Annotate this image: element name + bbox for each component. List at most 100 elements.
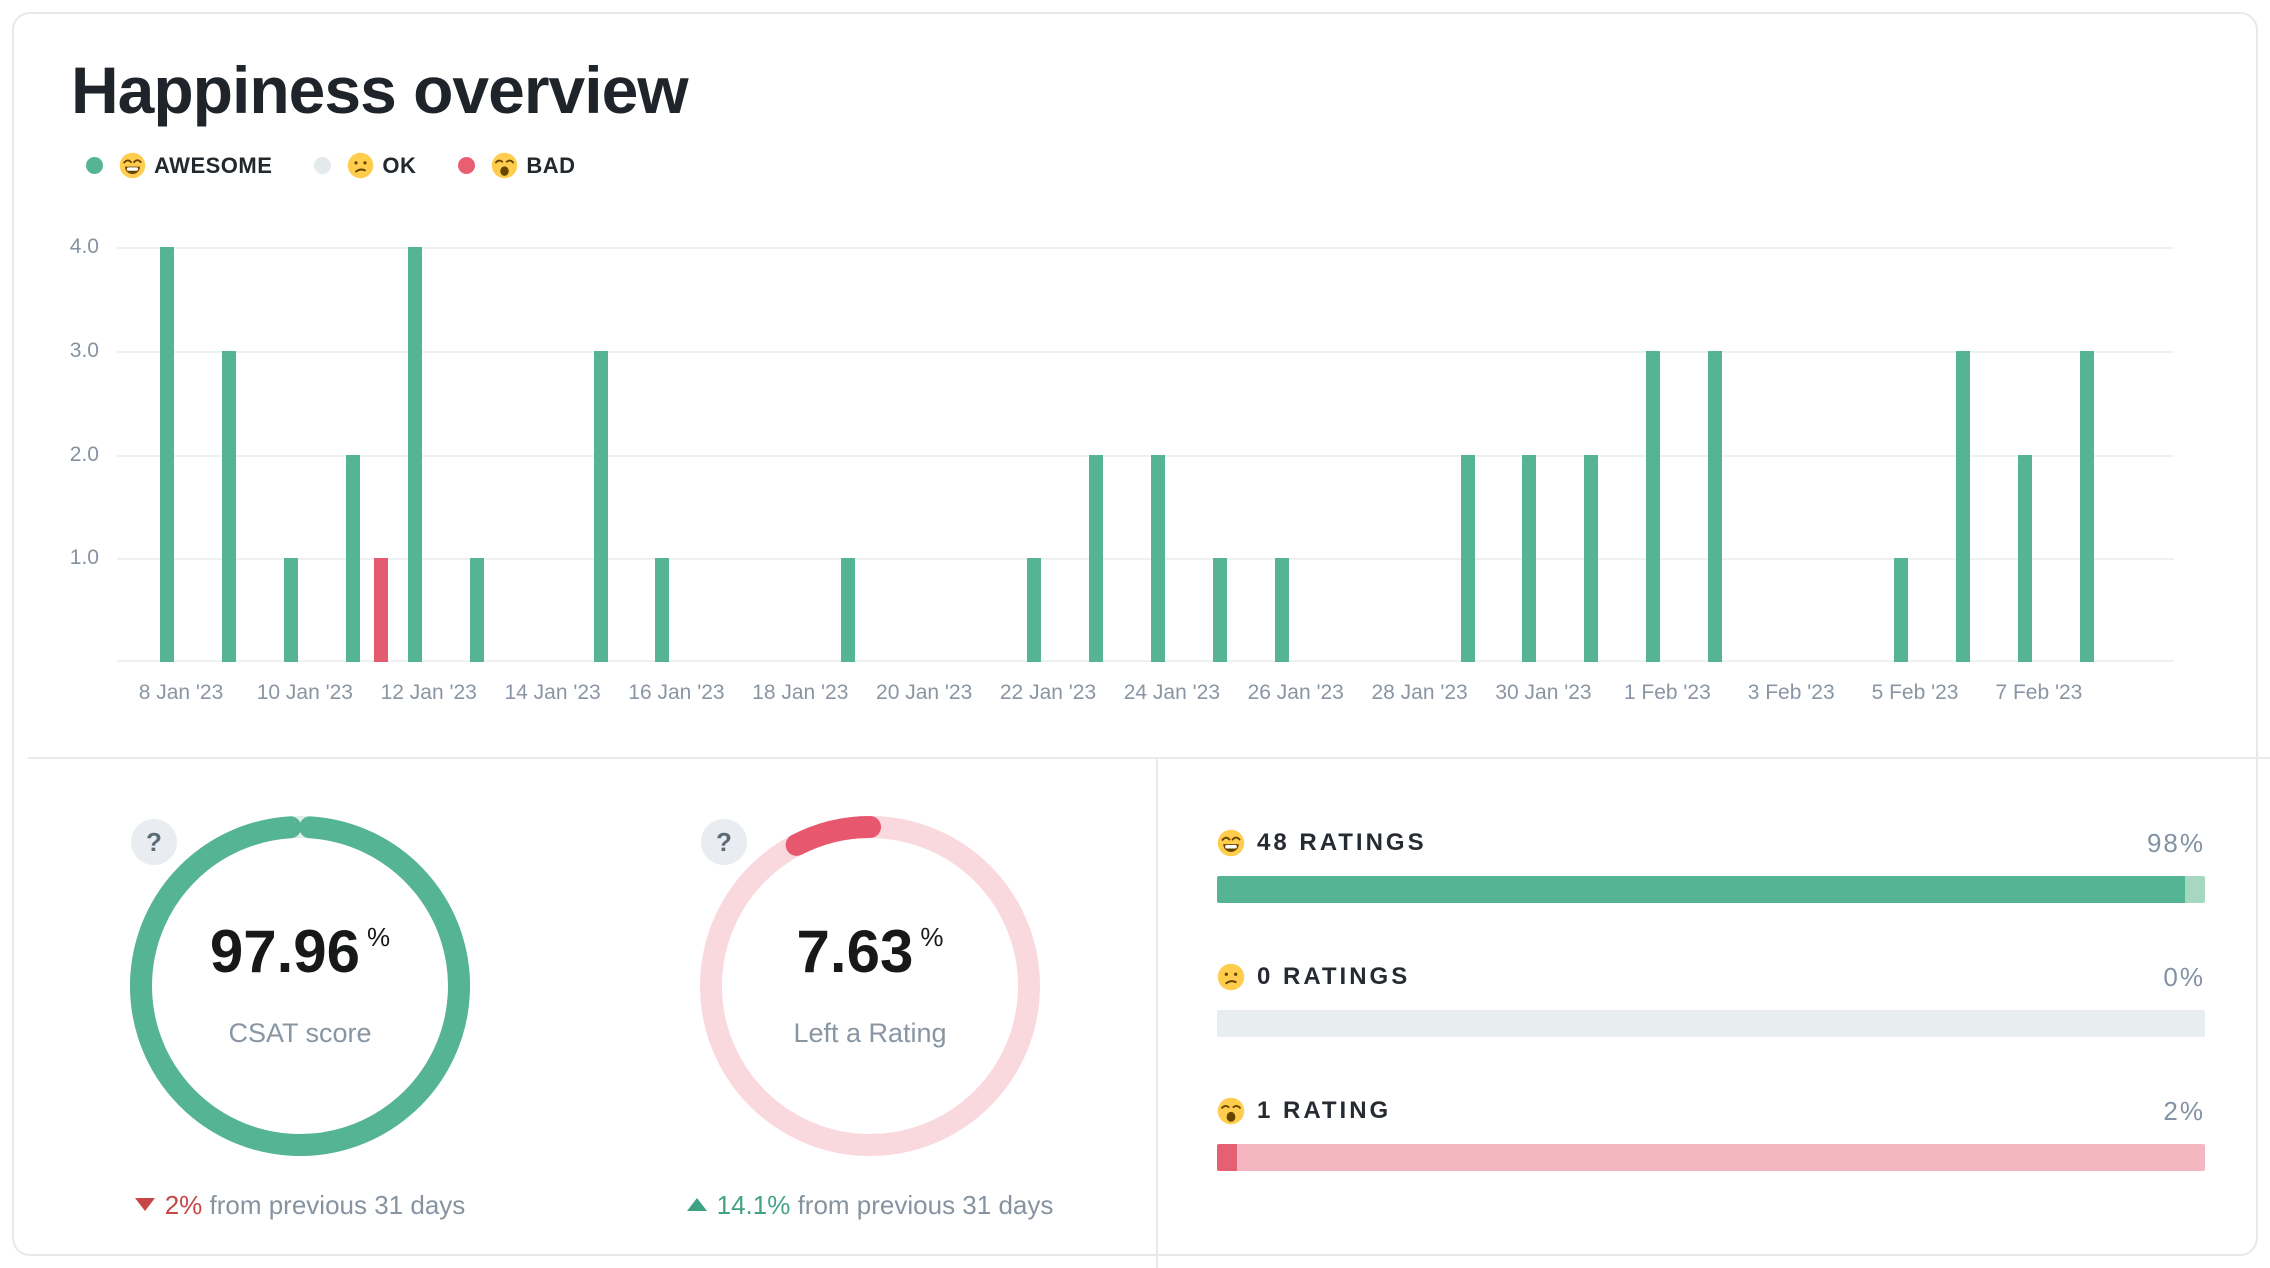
x-axis-tick-22-jan-23: 22 Jan '23 <box>999 681 1097 704</box>
ok-progress-bar <box>1217 1010 2205 1037</box>
csat-label: CSAT score <box>228 1018 372 1048</box>
bar-awesome-30-jan-23[interactable] <box>1522 454 1537 662</box>
bar-awesome-23-jan-23[interactable] <box>1088 454 1103 662</box>
bar-awesome-19-jan-23[interactable] <box>841 558 856 662</box>
bar-awesome-22-jan-23[interactable] <box>1027 558 1042 662</box>
ratings-row-awesome: 48 RATINGS 98% <box>1217 826 2205 903</box>
x-axis-tick-18-jan-23: 18 Jan '23 <box>752 681 849 704</box>
bar-awesome-31-jan-23[interactable] <box>1584 454 1599 662</box>
ok-dot-icon <box>314 157 332 174</box>
x-axis-tick-8-jan-23: 8 Jan '23 <box>138 681 224 704</box>
x-axis-tick-14-jan-23: 14 Jan '23 <box>504 681 601 704</box>
gridline-4.0 <box>117 247 2174 249</box>
csat-donut-chart <box>130 816 470 1156</box>
ratings-row-head: 1 RATING 2% <box>1217 1094 2205 1128</box>
happiness-overview-card: Happiness overview AWESOME OK BAD 1.0 2.0… <box>12 12 2270 1268</box>
left-rating-percent-sign: % <box>920 922 944 952</box>
bar-awesome-12-jan-23[interactable] <box>407 247 422 662</box>
x-axis-tick-20-jan-23: 20 Jan '23 <box>876 681 973 704</box>
ok-count-label: 0 RATINGS <box>1257 963 1411 990</box>
bar-bad-11-jan-23[interactable] <box>373 558 388 662</box>
left-rating-value: 7.63 <box>796 918 914 985</box>
y-axis-tick-4.0: 4.0 <box>69 235 99 258</box>
x-axis-tick-16-jan-23: 16 Jan '23 <box>628 681 725 704</box>
bad-bar-segment-1 <box>1236 1144 2205 1171</box>
triangle-up-icon <box>686 1198 707 1211</box>
bar-awesome-15-jan-23[interactable] <box>593 350 608 662</box>
legend-item-awesome[interactable]: AWESOME <box>86 152 272 179</box>
left-rating-change-value: 14.1% <box>716 1190 791 1220</box>
question-mark-icon: ? <box>716 826 732 857</box>
question-mark-icon: ? <box>146 826 162 857</box>
awesome-progress-bar <box>1217 876 2205 903</box>
ok-percent-label: 0% <box>2163 961 2205 992</box>
bar-awesome-26-jan-23[interactable] <box>1274 558 1289 662</box>
bar-awesome-7-feb-23[interactable] <box>2017 454 2032 662</box>
awesome-percent-label: 98% <box>2146 827 2205 858</box>
bar-awesome-5-feb-23[interactable] <box>1894 558 1909 662</box>
bar-awesome-16-jan-23[interactable] <box>655 558 670 662</box>
y-axis-tick-2.0: 2.0 <box>69 442 99 466</box>
csat-percent-sign: % <box>367 922 391 952</box>
triangle-down-icon <box>134 1198 155 1211</box>
section-divider <box>28 757 2270 759</box>
x-axis-tick-10-jan-23: 10 Jan '23 <box>256 681 353 704</box>
x-axis-tick-7-feb-23: 7 Feb '23 <box>1995 681 2083 704</box>
x-axis-tick-5-feb-23: 5 Feb '23 <box>1871 681 1959 704</box>
legend-item-bad[interactable]: BAD <box>458 152 575 179</box>
bar-awesome-2-feb-23[interactable] <box>1708 350 1723 662</box>
weary-face-emoji-icon <box>491 152 519 179</box>
left-rating-change: 14.1% from previous 31 days <box>620 1190 1120 1221</box>
csat-change-value: 2% <box>164 1190 203 1220</box>
ratings-row-head: 0 RATINGS 0% <box>1217 960 2205 994</box>
bar-awesome-8-jan-23[interactable] <box>160 247 174 662</box>
csat-change: 2% from previous 31 days <box>50 1190 550 1221</box>
bar-awesome-6-feb-23[interactable] <box>1955 350 1970 662</box>
ok-bar-segment-0 <box>1217 1010 2205 1037</box>
bar-awesome-10-jan-23[interactable] <box>283 558 298 662</box>
awesome-dot-icon <box>86 157 103 174</box>
bar-awesome-25-jan-23[interactable] <box>1212 558 1227 662</box>
csat-help-button[interactable]: ? <box>131 819 177 865</box>
bad-percent-label: 2% <box>2163 1095 2205 1126</box>
bar-awesome-1-feb-23[interactable] <box>1646 350 1661 662</box>
left-rating-change-text: from previous 31 days <box>797 1190 1054 1220</box>
bar-awesome-11-jan-23[interactable] <box>345 454 360 662</box>
beaming-face-emoji-icon <box>119 152 146 179</box>
left-rating-label: Left a Rating <box>793 1018 947 1048</box>
bar-awesome-13-jan-23[interactable] <box>469 558 484 662</box>
bad-bar-segment-0 <box>1217 1144 1237 1171</box>
x-axis-baseline <box>117 660 2174 662</box>
legend-label-ok: OK <box>382 152 417 178</box>
left-rating-donut-chart <box>700 816 1040 1156</box>
panel-divider <box>1156 759 1158 1268</box>
ratings-row-bad: 1 RATING 2% <box>1217 1094 2205 1171</box>
awesome-bar-segment-1 <box>2185 876 2205 903</box>
gridline-1.0 <box>117 558 2174 561</box>
legend-item-ok[interactable]: OK <box>314 152 416 179</box>
weary-face-emoji-icon <box>1217 1097 1245 1125</box>
left-rating-donut: 7.63% Left a Rating <box>700 816 1040 1156</box>
bar-awesome-24-jan-23[interactable] <box>1150 454 1165 662</box>
beaming-face-emoji-icon <box>1217 829 1245 857</box>
bad-progress-bar <box>1217 1144 2205 1171</box>
page-title: Happiness overview <box>71 53 689 127</box>
left-rating-center: 7.63% Left a Rating <box>700 816 1040 1156</box>
gridline-2.0 <box>117 454 2174 457</box>
left-rating-help-button[interactable]: ? <box>701 819 747 865</box>
happiness-bar-chart: 1.0 2.0 3.0 4.0 8 Jan '23 10 Jan '23 12 Jan '2… <box>70 235 2174 704</box>
confused-face-emoji-icon <box>1217 963 1245 991</box>
y-axis-tick-3.0: 3.0 <box>69 338 99 362</box>
bar-awesome-29-jan-23[interactable] <box>1460 454 1475 662</box>
csat-change-text: from previous 31 days <box>209 1190 466 1220</box>
y-axis-tick-1.0: 1.0 <box>69 546 99 570</box>
ratings-row-head: 48 RATINGS 98% <box>1217 826 2205 860</box>
bar-awesome-9-jan-23[interactable] <box>221 350 236 662</box>
bad-dot-icon <box>458 157 476 174</box>
bad-count-label: 1 RATING <box>1257 1097 1392 1124</box>
confused-face-emoji-icon <box>347 152 375 179</box>
x-axis-tick-12-jan-23: 12 Jan '23 <box>380 681 477 704</box>
bar-awesome-8-feb-23[interactable] <box>2079 350 2094 662</box>
csat-center: 97.96% CSAT score <box>130 816 470 1156</box>
